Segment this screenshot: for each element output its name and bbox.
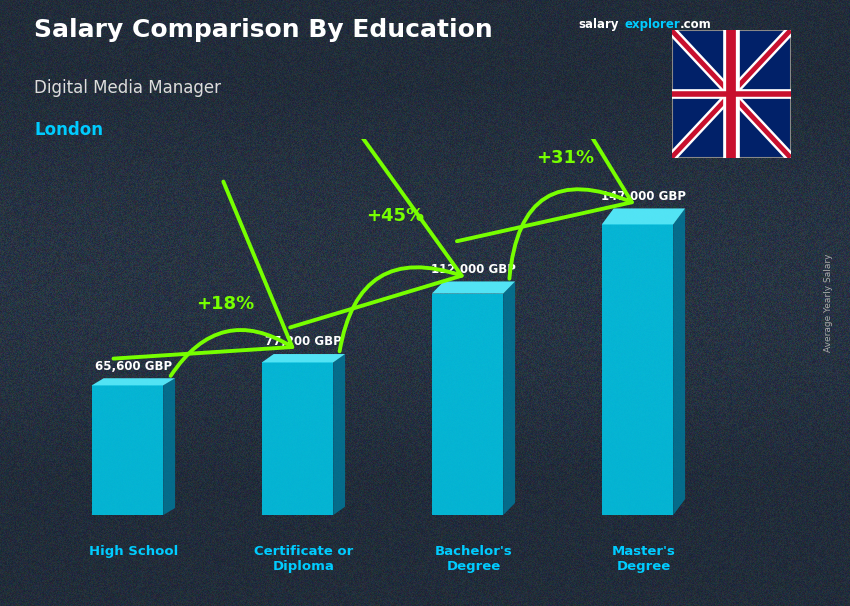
Text: 65,600 GBP: 65,600 GBP bbox=[95, 359, 172, 373]
Text: +18%: +18% bbox=[196, 295, 254, 313]
Polygon shape bbox=[602, 208, 685, 224]
Polygon shape bbox=[333, 354, 345, 515]
Polygon shape bbox=[503, 281, 515, 515]
Text: Digital Media Manager: Digital Media Manager bbox=[34, 79, 221, 97]
Bar bbox=[602, 224, 673, 515]
Bar bbox=[432, 294, 503, 515]
Text: explorer: explorer bbox=[625, 18, 681, 31]
Text: London: London bbox=[34, 121, 103, 139]
Text: 112,000 GBP: 112,000 GBP bbox=[431, 263, 516, 276]
Polygon shape bbox=[92, 378, 175, 385]
Text: 77,200 GBP: 77,200 GBP bbox=[265, 335, 342, 348]
Text: Average Yearly Salary: Average Yearly Salary bbox=[824, 254, 833, 352]
FancyArrowPatch shape bbox=[457, 50, 632, 279]
Text: Certificate or
Diploma: Certificate or Diploma bbox=[254, 545, 353, 573]
FancyArrowPatch shape bbox=[290, 130, 462, 351]
Polygon shape bbox=[262, 354, 345, 362]
Text: +45%: +45% bbox=[366, 207, 424, 225]
Text: Bachelor's
Degree: Bachelor's Degree bbox=[434, 545, 513, 573]
Bar bbox=[262, 362, 333, 515]
Text: +31%: +31% bbox=[536, 149, 594, 167]
Bar bbox=[92, 385, 163, 515]
Polygon shape bbox=[163, 378, 175, 515]
Polygon shape bbox=[432, 281, 515, 294]
Text: High School: High School bbox=[88, 545, 178, 558]
Text: 147,000 GBP: 147,000 GBP bbox=[601, 190, 686, 203]
Text: Salary Comparison By Education: Salary Comparison By Education bbox=[34, 18, 493, 42]
Text: .com: .com bbox=[680, 18, 711, 31]
Polygon shape bbox=[673, 208, 685, 515]
Text: Master's
Degree: Master's Degree bbox=[611, 545, 676, 573]
FancyArrowPatch shape bbox=[113, 182, 292, 376]
Text: salary: salary bbox=[578, 18, 619, 31]
